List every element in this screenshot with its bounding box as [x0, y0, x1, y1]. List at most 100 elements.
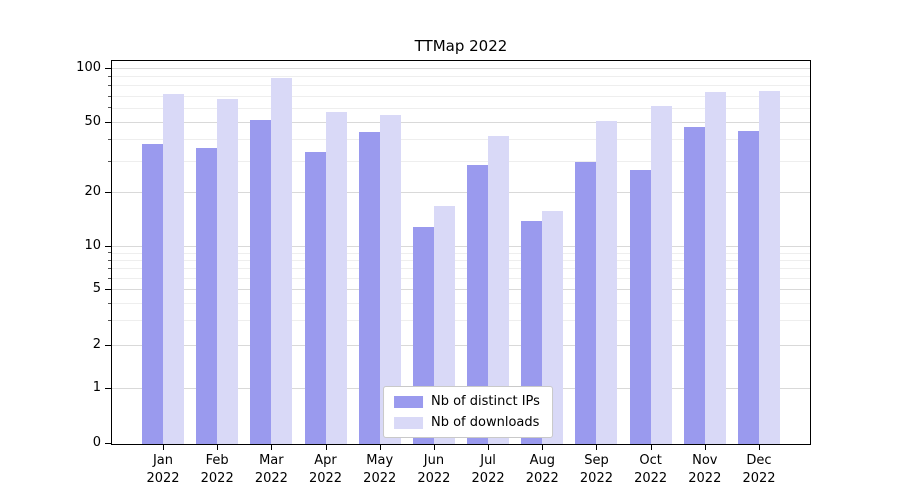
x-tick-year: 2022 — [634, 470, 668, 486]
minor-gridline — [112, 320, 810, 322]
x-tick-label: Feb 2022 — [187, 452, 247, 487]
x-axis-tick — [596, 445, 598, 450]
y-axis-minor-tick — [108, 85, 111, 87]
y-tick-label: 5 — [92, 280, 101, 296]
legend-swatch — [393, 416, 423, 429]
y-axis-tick — [105, 388, 111, 389]
bar-downloads — [271, 78, 293, 444]
y-tick-label: 20 — [84, 184, 101, 200]
y-axis-minor-tick — [108, 76, 111, 78]
minor-gridline — [112, 95, 810, 97]
x-tick-label: Jan 2022 — [133, 452, 193, 487]
legend-label: Nb of distinct IPs — [430, 394, 540, 409]
x-axis-tick — [217, 445, 219, 450]
x-tick-year: 2022 — [525, 470, 559, 486]
bar-downloads — [325, 112, 347, 444]
y-axis-tick — [105, 121, 111, 123]
bar-downloads — [488, 136, 510, 444]
bar-distinct-ips — [575, 162, 597, 444]
bar-downloads — [596, 121, 618, 444]
major-gridline — [112, 121, 810, 123]
major-gridline — [112, 246, 810, 247]
y-tick-label: 0 — [92, 435, 101, 450]
y-axis-minor-tick — [108, 107, 111, 109]
x-tick-label: Nov 2022 — [675, 452, 735, 487]
x-axis-tick — [542, 445, 544, 450]
y-axis-tick — [105, 68, 111, 69]
bar-downloads — [759, 91, 780, 444]
bar-downloads — [163, 94, 184, 444]
x-tick-label: Sep 2022 — [566, 452, 626, 487]
minor-gridline — [112, 85, 810, 87]
x-tick-label: Oct 2022 — [621, 452, 681, 487]
y-axis-minor-tick — [108, 252, 111, 254]
legend: Nb of distinct IPs Nb of downloads — [382, 386, 553, 438]
minor-gridline — [112, 252, 810, 254]
x-tick-month: Feb — [205, 453, 229, 468]
x-tick-year: 2022 — [363, 470, 397, 486]
x-tick-month: Jul — [480, 453, 496, 468]
y-axis-tick — [105, 443, 111, 444]
bar-downloads — [379, 115, 401, 444]
x-tick-year: 2022 — [200, 470, 234, 486]
y-tick-label: 2 — [92, 337, 101, 353]
y-axis-minor-tick — [108, 138, 111, 140]
y-axis-tick — [105, 192, 111, 194]
minor-gridline — [112, 302, 810, 304]
legend-item: Nb of downloads — [393, 415, 540, 430]
x-tick-month: Aug — [529, 453, 555, 468]
x-tick-year: 2022 — [742, 470, 776, 486]
minor-gridline — [112, 277, 810, 279]
bar-distinct-ips — [142, 143, 163, 444]
y-axis-minor-tick — [108, 302, 111, 304]
bar-distinct-ips — [250, 119, 272, 444]
x-tick-label: Jul 2022 — [458, 452, 518, 487]
x-tick-year: 2022 — [471, 470, 505, 486]
y-tick-label: 1 — [92, 380, 101, 395]
x-axis-tick — [271, 445, 273, 450]
y-axis-minor-tick — [108, 267, 111, 269]
x-tick-year: 2022 — [146, 470, 180, 486]
major-gridline — [112, 345, 810, 347]
major-gridline — [112, 192, 810, 194]
x-axis-tick — [379, 445, 381, 450]
bar-distinct-ips — [196, 147, 218, 444]
x-tick-year: 2022 — [417, 470, 451, 486]
x-axis-tick — [433, 445, 435, 450]
major-gridline — [112, 68, 810, 69]
major-gridline — [112, 288, 810, 290]
y-axis-minor-tick — [108, 95, 111, 97]
y-axis-minor-tick — [108, 259, 111, 261]
bar-distinct-ips — [467, 164, 489, 444]
bar-downloads — [542, 210, 564, 444]
bar-downloads — [704, 92, 726, 444]
x-tick-label: Aug 2022 — [512, 452, 572, 487]
legend-item: Nb of distinct IPs — [393, 394, 540, 409]
y-tick-label: 10 — [84, 238, 101, 253]
chart-title: TTMap 2022 — [414, 37, 508, 55]
bar-distinct-ips — [358, 132, 380, 444]
y-axis-tick — [105, 345, 111, 347]
bar-distinct-ips — [304, 152, 326, 444]
x-tick-month: Apr — [314, 453, 337, 468]
x-tick-year: 2022 — [308, 470, 343, 486]
y-axis-tick — [105, 288, 111, 290]
y-axis-tick — [105, 246, 111, 247]
bar-downloads — [433, 205, 455, 444]
minor-gridline — [112, 107, 810, 109]
y-axis-minor-tick — [108, 320, 111, 322]
x-axis-tick — [325, 445, 327, 450]
x-tick-month: Nov — [692, 453, 718, 468]
x-tick-month: Mar — [259, 453, 284, 468]
bar-distinct-ips — [683, 127, 705, 444]
x-tick-month: Dec — [746, 453, 772, 468]
x-tick-year: 2022 — [688, 470, 722, 486]
x-tick-month: Sep — [584, 453, 609, 468]
y-axis-minor-tick — [108, 161, 111, 163]
x-tick-label: Dec 2022 — [729, 452, 789, 487]
minor-gridline — [112, 268, 810, 269]
x-tick-year: 2022 — [579, 470, 613, 486]
y-axis-minor-tick — [108, 277, 111, 279]
x-tick-month: Oct — [639, 453, 662, 468]
